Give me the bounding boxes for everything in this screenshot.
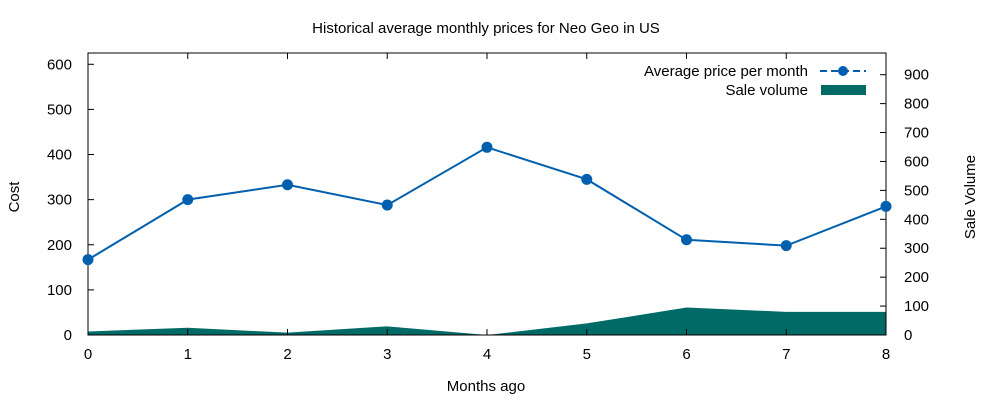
price-point bbox=[282, 179, 293, 191]
legend: Average price per month Sale volume bbox=[644, 63, 866, 99]
legend-label-price: Average price per month bbox=[644, 63, 808, 80]
legend-swatch-volume bbox=[821, 85, 866, 95]
x-tick-label: 8 bbox=[882, 346, 890, 363]
price-point bbox=[381, 199, 393, 211]
y-tick-label: 200 bbox=[47, 237, 72, 254]
y2-tick-label: 700 bbox=[904, 125, 929, 142]
x-tick-label: 1 bbox=[184, 346, 192, 363]
axis-ticks: 0 1 2 3 4 5 6 7 80100200300400500600010020030040… bbox=[47, 53, 929, 363]
y2-tick-label: 600 bbox=[904, 153, 929, 170]
price-point bbox=[481, 141, 493, 153]
price-point bbox=[182, 194, 194, 206]
x-tick-label: 7 bbox=[782, 346, 790, 363]
price-point bbox=[82, 254, 94, 266]
chart-title: Historical average monthly prices for Ne… bbox=[312, 20, 660, 37]
x-tick-label: 3 bbox=[383, 346, 391, 363]
legend-swatch-price-marker bbox=[838, 66, 848, 76]
y-tick-label: 300 bbox=[47, 192, 72, 209]
sale-volume-area-layer bbox=[88, 307, 886, 335]
price-line bbox=[87, 146, 887, 261]
x-tick-label: 4 bbox=[483, 346, 491, 363]
y2-tick-label: 800 bbox=[904, 96, 929, 113]
y-tick-label: 500 bbox=[47, 101, 72, 118]
y2-tick-label: 300 bbox=[904, 240, 929, 257]
price-point bbox=[880, 200, 892, 212]
price-point bbox=[681, 234, 692, 246]
x-tick-label: 6 bbox=[682, 346, 690, 363]
y-tick-label: 0 bbox=[64, 327, 72, 344]
price-point bbox=[581, 173, 593, 185]
y2-tick-label: 400 bbox=[904, 211, 929, 228]
y-tick-label: 400 bbox=[47, 147, 72, 164]
y-tick-label: 100 bbox=[47, 282, 72, 299]
x-axis-label: Months ago bbox=[447, 378, 525, 395]
y-tick-label: 600 bbox=[47, 56, 72, 73]
price-line-layer bbox=[82, 141, 892, 266]
sale-volume-area bbox=[88, 307, 886, 335]
y2-tick-label: 900 bbox=[904, 67, 929, 84]
legend-label-volume: Sale volume bbox=[725, 82, 808, 99]
y2-tick-label: 200 bbox=[904, 269, 929, 286]
x-tick-label: 0 bbox=[84, 346, 92, 363]
x-tick-label: 5 bbox=[583, 346, 591, 363]
y2-axis-label: Sale Volume bbox=[962, 155, 979, 239]
x-tick-label: 2 bbox=[283, 346, 291, 363]
y2-tick-label: 0 bbox=[904, 327, 912, 344]
y2-tick-label: 500 bbox=[904, 182, 929, 199]
y-axis-label: Cost bbox=[6, 181, 23, 213]
y2-tick-label: 100 bbox=[904, 298, 929, 315]
price-point bbox=[780, 240, 792, 252]
